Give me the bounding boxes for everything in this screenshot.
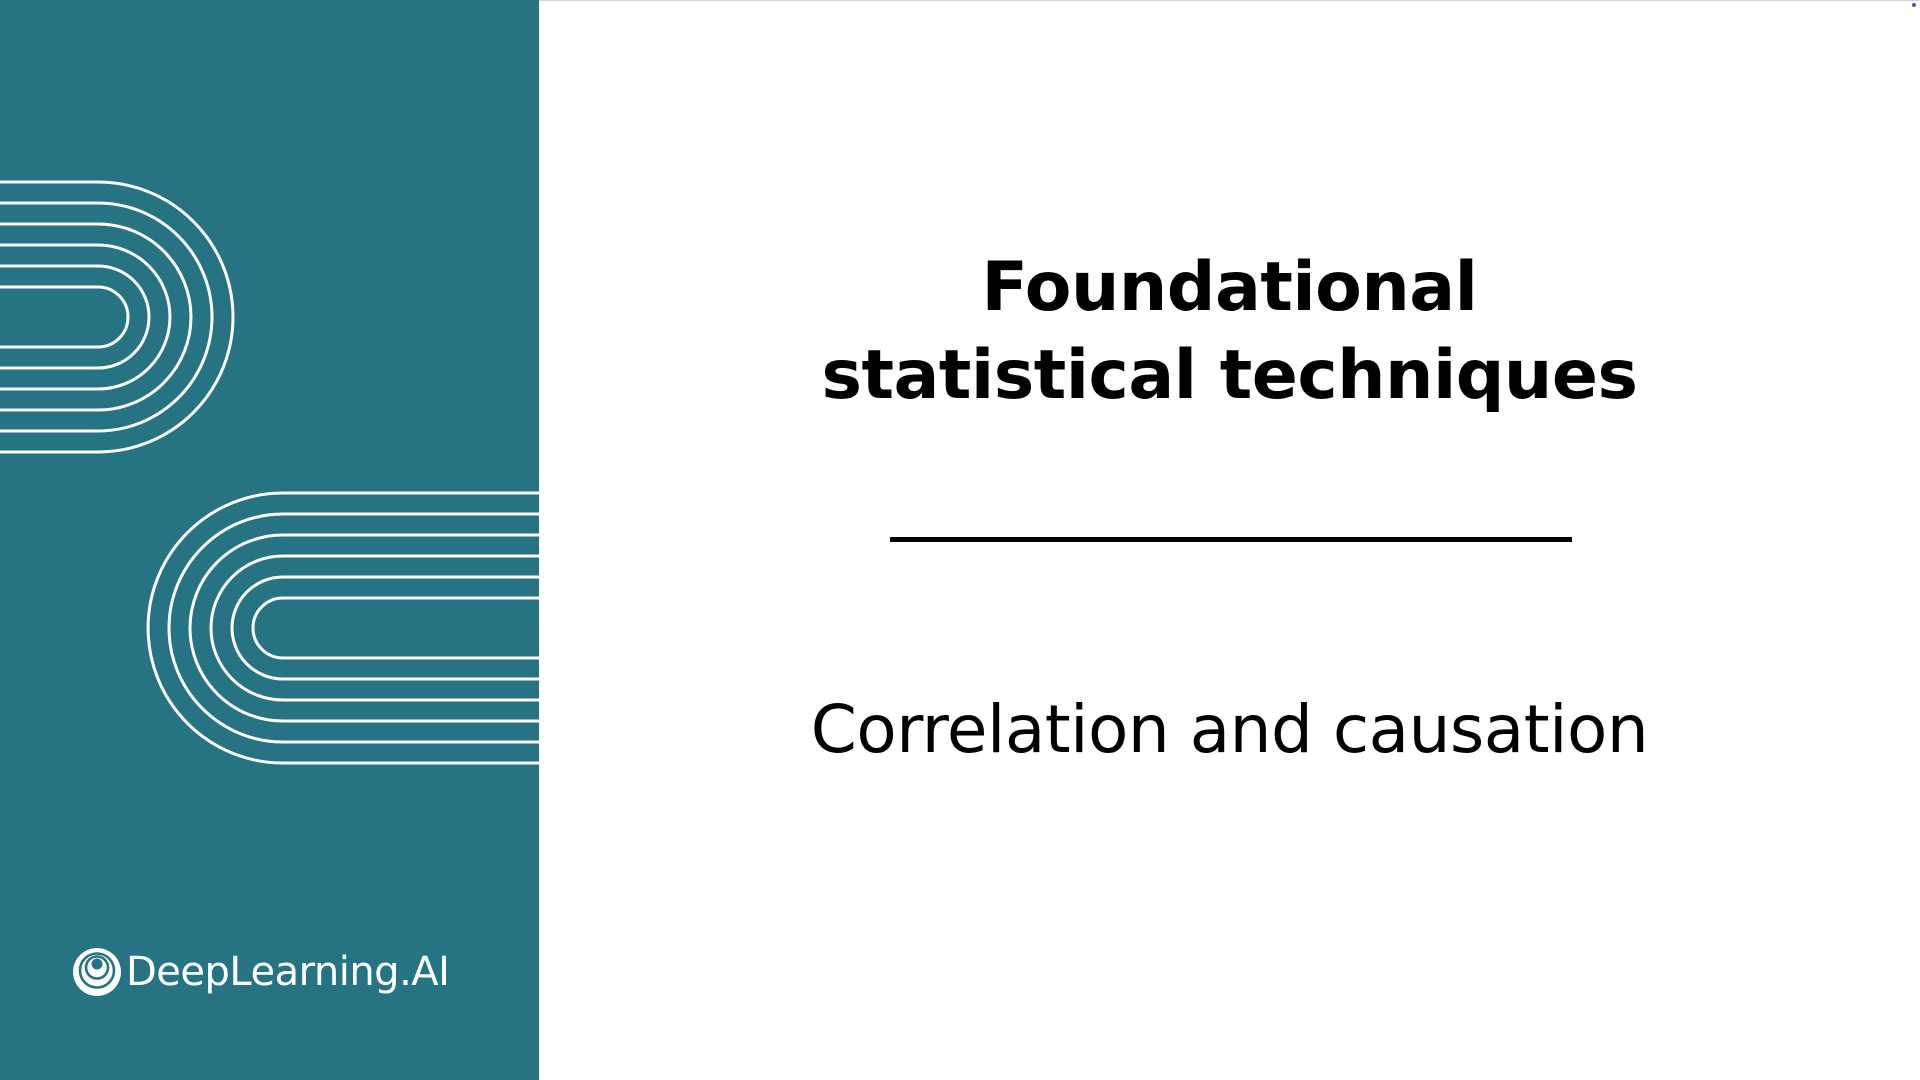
brand-panel: DeepLearning.AI (0, 0, 539, 1080)
corner-indicator-dot (1912, 3, 1916, 7)
top-arc-6 (0, 285, 130, 349)
content-panel: Foundational statistical techniques Corr… (539, 0, 1920, 1080)
title-line-1: Foundational (981, 248, 1478, 327)
bottom-arc-1 (146, 491, 539, 765)
bottom-arc-group (146, 491, 539, 765)
slide-subtitle: Correlation and causation (810, 691, 1649, 768)
title-divider (890, 537, 1572, 542)
top-arc-5 (0, 264, 151, 370)
top-arc-4 (0, 243, 172, 391)
panel-background (0, 0, 539, 1080)
top-arc-3 (0, 222, 193, 412)
bottom-arc-5 (230, 575, 539, 681)
bottom-arc-4 (209, 554, 539, 702)
top-arc-group (0, 180, 235, 454)
decorative-arcs (0, 0, 539, 1080)
deeplearning-ai-logo-icon (73, 948, 121, 996)
top-border (0, 0, 1920, 1)
logo-text: DeepLearning.AI (126, 949, 450, 995)
slide-title: Foundational statistical techniques (539, 244, 1920, 420)
title-line-2: statistical techniques (821, 336, 1638, 415)
top-arc-2 (0, 201, 214, 433)
bottom-arc-2 (167, 512, 539, 744)
bottom-arc-3 (188, 533, 539, 723)
top-arc-1 (0, 180, 235, 454)
deeplearning-ai-logo: DeepLearning.AI (72, 944, 450, 1000)
bottom-arc-6 (251, 596, 539, 660)
